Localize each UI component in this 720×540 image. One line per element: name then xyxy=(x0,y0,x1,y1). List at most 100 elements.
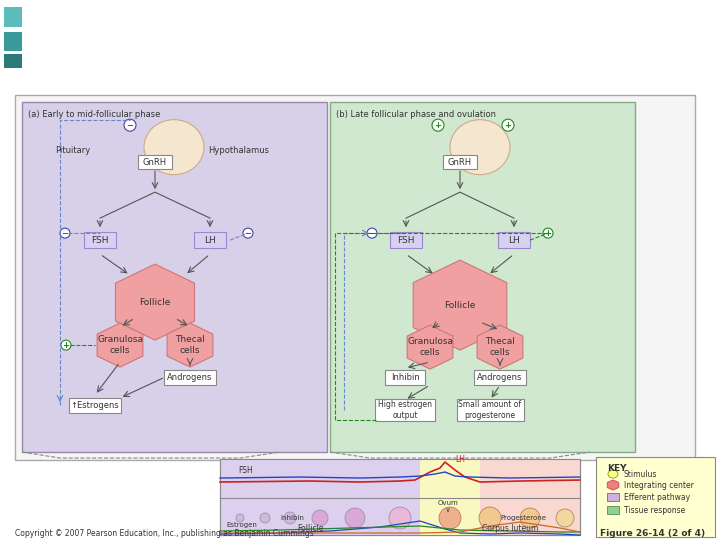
FancyBboxPatch shape xyxy=(4,7,22,26)
Text: High estrogen
output: High estrogen output xyxy=(378,400,432,420)
FancyBboxPatch shape xyxy=(385,369,425,384)
Circle shape xyxy=(479,507,501,529)
Text: (a) Early to mid-follicular phase: (a) Early to mid-follicular phase xyxy=(28,110,161,119)
FancyBboxPatch shape xyxy=(138,155,172,169)
Text: Integrating center: Integrating center xyxy=(624,481,694,490)
Text: Inhibin: Inhibin xyxy=(391,373,419,382)
Text: Granulosa
cells: Granulosa cells xyxy=(407,338,453,357)
Text: LH: LH xyxy=(204,235,216,245)
FancyBboxPatch shape xyxy=(498,232,530,248)
FancyBboxPatch shape xyxy=(456,399,523,421)
Ellipse shape xyxy=(144,120,204,174)
Circle shape xyxy=(543,228,553,238)
FancyBboxPatch shape xyxy=(390,232,422,248)
Text: Progesterone: Progesterone xyxy=(500,515,546,521)
Text: Estrogen: Estrogen xyxy=(226,522,257,528)
Text: +: + xyxy=(434,120,441,130)
FancyBboxPatch shape xyxy=(330,102,635,452)
Text: Tissue response: Tissue response xyxy=(624,505,685,515)
Text: Small amount of
progesterone: Small amount of progesterone xyxy=(459,400,521,420)
Circle shape xyxy=(367,228,377,238)
Circle shape xyxy=(124,119,136,131)
Polygon shape xyxy=(115,264,194,340)
Text: FSH: FSH xyxy=(397,235,415,245)
Text: Figure 26-14 (2 of 4): Figure 26-14 (2 of 4) xyxy=(600,529,705,538)
Circle shape xyxy=(243,228,253,238)
Text: +: + xyxy=(544,228,552,238)
Ellipse shape xyxy=(608,470,618,478)
Text: +: + xyxy=(63,341,70,349)
Text: (b) Late follicular phase and ovulation: (b) Late follicular phase and ovulation xyxy=(336,110,496,119)
FancyBboxPatch shape xyxy=(4,54,22,68)
Circle shape xyxy=(312,510,328,526)
Polygon shape xyxy=(97,323,143,367)
FancyBboxPatch shape xyxy=(607,506,619,514)
FancyBboxPatch shape xyxy=(194,232,226,248)
FancyBboxPatch shape xyxy=(596,457,715,537)
Text: Thecal
cells: Thecal cells xyxy=(175,335,205,355)
Text: −: − xyxy=(127,120,133,130)
Circle shape xyxy=(60,228,70,238)
Text: −: − xyxy=(245,228,251,238)
Polygon shape xyxy=(607,480,618,490)
Polygon shape xyxy=(413,260,507,350)
FancyBboxPatch shape xyxy=(375,399,435,421)
Circle shape xyxy=(345,508,365,528)
Circle shape xyxy=(556,509,574,527)
Text: Follicular Phase and Ovulation: Follicular Phase and Ovulation xyxy=(32,44,390,64)
Ellipse shape xyxy=(450,120,510,174)
FancyBboxPatch shape xyxy=(69,397,121,413)
Text: Efferent pathway: Efferent pathway xyxy=(624,492,690,502)
Text: FSH: FSH xyxy=(238,466,253,475)
FancyBboxPatch shape xyxy=(4,31,22,51)
Circle shape xyxy=(432,119,444,131)
Circle shape xyxy=(520,508,540,528)
Text: Follicle: Follicle xyxy=(297,524,323,533)
FancyBboxPatch shape xyxy=(420,459,480,535)
Polygon shape xyxy=(167,323,213,367)
Text: ↑Estrogens: ↑Estrogens xyxy=(71,401,120,409)
FancyBboxPatch shape xyxy=(480,459,580,535)
FancyBboxPatch shape xyxy=(220,459,420,535)
Text: −: − xyxy=(369,228,376,238)
Circle shape xyxy=(502,119,514,131)
Text: Stimulus: Stimulus xyxy=(624,469,657,478)
Text: Pituitary: Pituitary xyxy=(55,146,90,154)
FancyBboxPatch shape xyxy=(443,155,477,169)
Text: Hypothalamus: Hypothalamus xyxy=(208,146,269,154)
FancyBboxPatch shape xyxy=(474,369,526,384)
FancyBboxPatch shape xyxy=(220,459,580,535)
Text: Corpus luteum: Corpus luteum xyxy=(482,524,538,533)
Text: Granulosa
cells: Granulosa cells xyxy=(97,335,143,355)
Circle shape xyxy=(389,507,411,529)
Polygon shape xyxy=(477,325,523,369)
Text: LH: LH xyxy=(508,235,520,245)
Text: Copyright © 2007 Pearson Education, Inc., publishing as Benjamin Cummings: Copyright © 2007 Pearson Education, Inc.… xyxy=(15,529,314,538)
Text: KEY: KEY xyxy=(607,464,626,473)
Text: Thecal
cells: Thecal cells xyxy=(485,338,515,357)
Polygon shape xyxy=(407,325,453,369)
Text: Follicle: Follicle xyxy=(444,301,476,309)
Circle shape xyxy=(439,507,461,529)
FancyBboxPatch shape xyxy=(22,102,327,452)
Text: Androgens: Androgens xyxy=(477,373,523,382)
Text: Androgens: Androgens xyxy=(167,373,212,382)
FancyBboxPatch shape xyxy=(164,369,216,384)
Circle shape xyxy=(284,512,296,524)
Text: GnRH: GnRH xyxy=(448,158,472,167)
Circle shape xyxy=(260,513,270,523)
Text: +: + xyxy=(505,120,511,130)
Text: −: − xyxy=(61,228,68,238)
Text: GnRH: GnRH xyxy=(143,158,167,167)
Text: Follicle: Follicle xyxy=(139,298,171,307)
Text: FSH: FSH xyxy=(91,235,109,245)
FancyBboxPatch shape xyxy=(607,493,619,501)
FancyBboxPatch shape xyxy=(15,95,695,460)
Text: Inhibin: Inhibin xyxy=(280,515,304,521)
Text: Hormonal Control of the Menstrual Cycle:: Hormonal Control of the Menstrual Cycle: xyxy=(32,19,522,39)
Text: LH: LH xyxy=(455,455,465,464)
Text: Ovum: Ovum xyxy=(438,500,459,511)
Circle shape xyxy=(61,340,71,350)
Circle shape xyxy=(236,514,244,522)
FancyBboxPatch shape xyxy=(84,232,116,248)
